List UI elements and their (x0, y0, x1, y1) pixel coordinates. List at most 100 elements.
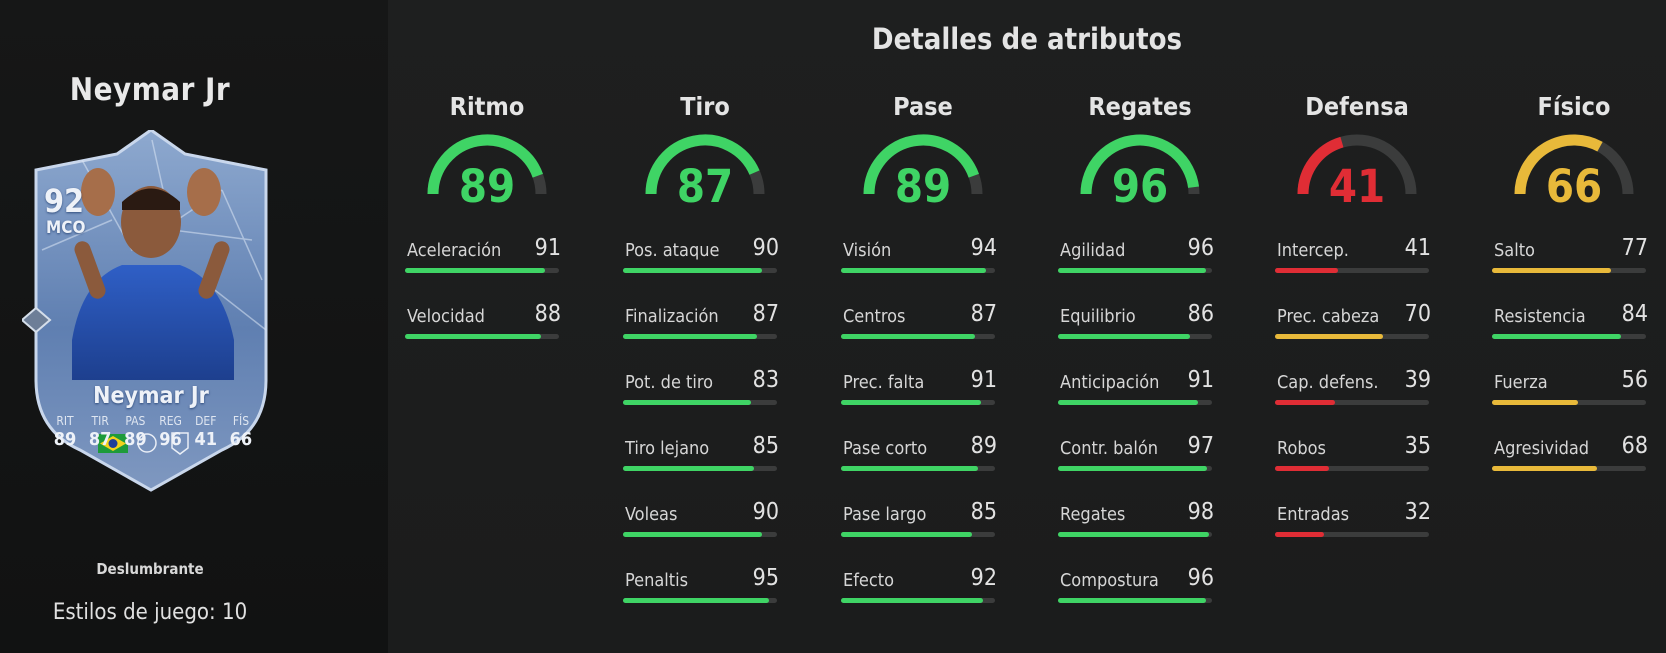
category-value: 66 (1545, 160, 1603, 213)
playstyle-plus-name: Deslumbrante (96, 560, 204, 578)
attribute-name: Visión (843, 240, 892, 261)
attribute-bar-fill (623, 400, 751, 405)
attribute-bar-fill (1492, 466, 1597, 471)
attribute-row[interactable]: Equilibrio 86 (1058, 301, 1222, 346)
attribute-bar (841, 268, 995, 273)
attribute-row[interactable]: Penaltis 95 (623, 565, 787, 610)
attribute-row[interactable]: Anticipación 91 (1058, 367, 1222, 412)
card-stat-value: 87 (88, 429, 112, 450)
attribute-bar (841, 532, 995, 537)
attribute-row[interactable]: Agilidad 96 (1058, 235, 1222, 280)
attribute-bar-fill (841, 400, 982, 405)
attribute-row[interactable]: Resistencia 84 (1492, 301, 1656, 346)
attribute-bar-fill (1058, 466, 1208, 471)
attribute-column-0: Ritmo 89 Aceleración 91 Velocidad 88 (405, 0, 569, 653)
attribute-name: Efecto (843, 570, 895, 591)
gauge-fill (427, 134, 543, 195)
attribute-row[interactable]: Prec. cabeza 70 (1275, 301, 1439, 346)
attribute-name: Contr. balón (1060, 438, 1158, 459)
card-position: MCO (46, 218, 86, 238)
attribute-name: Regates (1060, 504, 1126, 525)
attribute-row[interactable]: Intercep. 41 (1275, 235, 1439, 280)
attribute-row[interactable]: Compostura 96 (1058, 565, 1222, 610)
attribute-value: 77 (1621, 235, 1648, 261)
attribute-column-2: Pase 89 Visión 94 Centros 87 Prec. falta 91 Pase… (841, 0, 1005, 653)
attribute-row[interactable]: Pase largo 85 (841, 499, 1005, 544)
attribute-row[interactable]: Aceleración 91 (405, 235, 569, 280)
attribute-value: 85 (970, 499, 997, 525)
category-gauge (1514, 134, 1634, 195)
attribute-value: 56 (1621, 367, 1648, 393)
category-value: 96 (1111, 160, 1169, 213)
attribute-name: Tiro lejano (625, 438, 710, 459)
attribute-bar-fill (405, 268, 546, 273)
player-photo (72, 168, 234, 380)
attribute-value: 96 (1187, 235, 1214, 261)
attribute-name: Entradas (1277, 504, 1350, 525)
attribute-row[interactable]: Pase corto 89 (841, 433, 1005, 478)
attribute-row[interactable]: Voleas 90 (623, 499, 787, 544)
card-stat-value: 89 (53, 429, 77, 450)
attribute-row[interactable]: Agresividad 68 (1492, 433, 1656, 478)
attribute-row[interactable]: Centros 87 (841, 301, 1005, 346)
attribute-bar (1058, 532, 1212, 537)
attribute-row[interactable]: Pos. ataque 90 (623, 235, 787, 280)
attribute-row[interactable]: Contr. balón 97 (1058, 433, 1222, 478)
attribute-bar (1058, 598, 1212, 603)
attribute-bar-fill (405, 334, 541, 339)
category-title: Físico (1537, 92, 1611, 121)
category-gauge (645, 134, 765, 195)
attribute-row[interactable]: Robos 35 (1275, 433, 1439, 478)
attribute-bar (405, 334, 559, 339)
attribute-row[interactable]: Efecto 92 (841, 565, 1005, 610)
attribute-name: Aceleración (407, 240, 502, 261)
attribute-value: 83 (752, 367, 779, 393)
attribute-bar-fill (623, 334, 757, 339)
attribute-bar-fill (841, 598, 983, 603)
attribute-value: 68 (1621, 433, 1648, 459)
card-stat-label: DEF (195, 414, 217, 428)
attribute-row[interactable]: Visión 94 (841, 235, 1005, 280)
attribute-bar (841, 466, 995, 471)
club-badge-icon (171, 432, 189, 455)
card-stat-value: 96 (159, 429, 182, 450)
playstyles-count[interactable]: Estilos de juego: 10 (52, 600, 248, 625)
attribute-value: 41 (1404, 235, 1431, 261)
category-value: 87 (676, 160, 734, 213)
category-title: Regates (1088, 92, 1192, 121)
attribute-name: Salto (1494, 240, 1535, 261)
attribute-bar (1275, 532, 1429, 537)
attribute-row[interactable]: Tiro lejano 85 (623, 433, 787, 478)
attribute-row[interactable]: Prec. falta 91 (841, 367, 1005, 412)
attribute-bar (841, 400, 995, 405)
attribute-name: Robos (1277, 438, 1326, 459)
card-stat-value: 41 (194, 429, 218, 450)
attribute-value: 32 (1404, 499, 1431, 525)
attribute-row[interactable]: Cap. defens. 39 (1275, 367, 1439, 412)
attribute-value: 88 (534, 301, 561, 327)
category-title: Pase (893, 92, 953, 121)
attribute-row[interactable]: Velocidad 88 (405, 301, 569, 346)
category-gauge (1297, 134, 1417, 195)
category-gauge (1080, 134, 1200, 195)
attribute-bar (1058, 400, 1212, 405)
attribute-value: 91 (970, 367, 997, 393)
attribute-row[interactable]: Regates 98 (1058, 499, 1222, 544)
attribute-row[interactable]: Entradas 32 (1275, 499, 1439, 544)
category-value: 89 (458, 160, 516, 213)
attribute-row[interactable]: Pot. de tiro 83 (623, 367, 787, 412)
card-stat-labels: RIT TIR PAS REG DEF FÍS (48, 414, 258, 428)
player-card[interactable]: 92 MCO Neymar Jr RIT TIR PAS REG DEF FÍS… (22, 130, 280, 500)
category-title: Tiro (680, 92, 730, 121)
attribute-bar-fill (841, 268, 986, 273)
attribute-bar (1275, 466, 1429, 471)
attribute-row[interactable]: Fuerza 56 (1492, 367, 1656, 412)
attribute-bar (1492, 268, 1646, 273)
attribute-value: 86 (1187, 301, 1214, 327)
card-stat-values: 89 87 89 96 41 66 (48, 429, 258, 450)
attribute-bar (1492, 400, 1646, 405)
attribute-row[interactable]: Finalización 87 (623, 301, 787, 346)
attribute-bar-fill (841, 532, 972, 537)
gauge-fill (1297, 136, 1344, 195)
attribute-row[interactable]: Salto 77 (1492, 235, 1656, 280)
